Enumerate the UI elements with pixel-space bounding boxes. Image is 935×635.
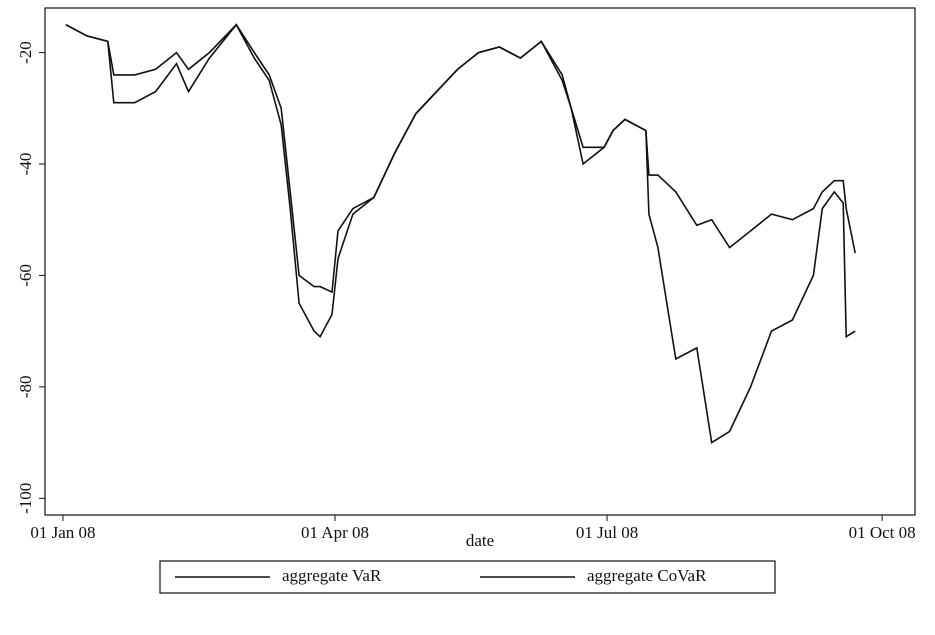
y-tick-label: -60 (16, 264, 35, 287)
x-tick-label: 01 Jul 08 (576, 523, 638, 542)
line-series (65, 23, 856, 294)
y-tick-label: -80 (16, 376, 35, 399)
x-tick-label: 01 Apr 08 (301, 523, 369, 542)
plot-frame (44, 7, 916, 516)
y-tick-label: -20 (16, 41, 35, 64)
legend-label: aggregate VaR (282, 566, 382, 585)
y-tick-label: -40 (16, 153, 35, 176)
x-axis-title: date (466, 531, 494, 550)
legend-label: aggregate CoVaR (587, 566, 707, 585)
y-tick-label: -100 (16, 483, 35, 514)
legend-box (159, 560, 776, 594)
x-tick-label: 01 Oct 08 (849, 523, 916, 542)
x-tick-label: 01 Jan 08 (30, 523, 95, 542)
line-series (65, 23, 856, 444)
